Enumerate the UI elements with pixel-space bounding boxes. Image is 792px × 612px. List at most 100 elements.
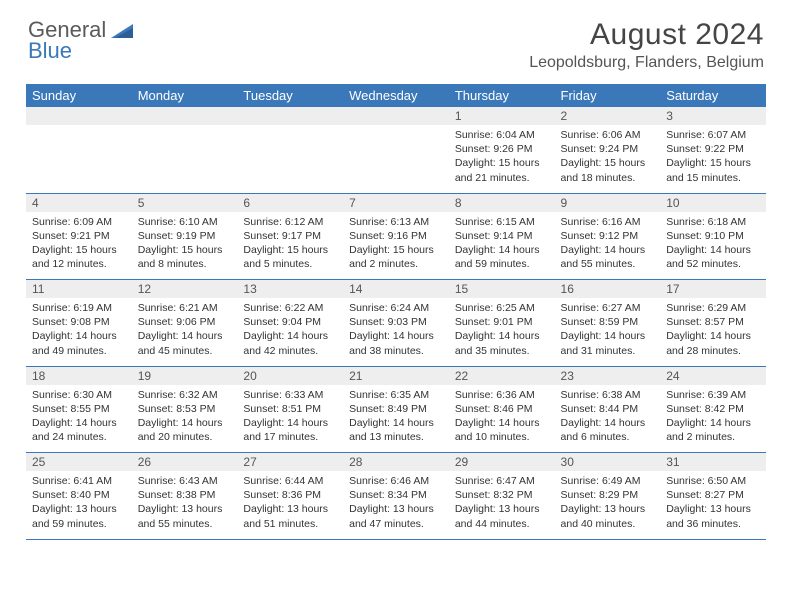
daylight-line: Daylight: 13 hours and 51 minutes. [243, 502, 337, 530]
sunset-line: Sunset: 8:32 PM [455, 488, 549, 502]
sunrise-line: Sunrise: 6:35 AM [349, 388, 443, 402]
sunrise-line: Sunrise: 6:04 AM [455, 128, 549, 142]
day-number-row: 25262728293031 [26, 453, 766, 472]
day-number-cell: 9 [555, 193, 661, 212]
day-detail-cell: Sunrise: 6:19 AMSunset: 9:08 PMDaylight:… [26, 298, 132, 366]
sunset-line: Sunset: 9:17 PM [243, 229, 337, 243]
sunset-line: Sunset: 9:08 PM [32, 315, 126, 329]
sunset-line: Sunset: 9:03 PM [349, 315, 443, 329]
sunset-line: Sunset: 8:49 PM [349, 402, 443, 416]
weekday-header: Thursday [449, 84, 555, 107]
sunset-line: Sunset: 9:24 PM [561, 142, 655, 156]
weekday-header: Monday [132, 84, 238, 107]
day-number-cell: 19 [132, 366, 238, 385]
sunrise-line: Sunrise: 6:38 AM [561, 388, 655, 402]
day-number-cell: 5 [132, 193, 238, 212]
sunrise-line: Sunrise: 6:44 AM [243, 474, 337, 488]
day-detail-cell: Sunrise: 6:32 AMSunset: 8:53 PMDaylight:… [132, 385, 238, 453]
day-detail-cell: Sunrise: 6:22 AMSunset: 9:04 PMDaylight:… [237, 298, 343, 366]
daylight-line: Daylight: 13 hours and 40 minutes. [561, 502, 655, 530]
daylight-line: Daylight: 14 hours and 45 minutes. [138, 329, 232, 357]
day-detail-cell: Sunrise: 6:18 AMSunset: 9:10 PMDaylight:… [660, 212, 766, 280]
day-number-row: 45678910 [26, 193, 766, 212]
day-detail-row: Sunrise: 6:30 AMSunset: 8:55 PMDaylight:… [26, 385, 766, 453]
daylight-line: Daylight: 14 hours and 28 minutes. [666, 329, 760, 357]
day-number-cell: 7 [343, 193, 449, 212]
brand-logo: General Blue [28, 18, 137, 62]
daylight-line: Daylight: 15 hours and 15 minutes. [666, 156, 760, 184]
day-number-cell: 12 [132, 280, 238, 299]
daylight-line: Daylight: 15 hours and 21 minutes. [455, 156, 549, 184]
day-number-cell: 24 [660, 366, 766, 385]
calendar-table: SundayMondayTuesdayWednesdayThursdayFrid… [26, 84, 766, 540]
day-detail-cell: Sunrise: 6:49 AMSunset: 8:29 PMDaylight:… [555, 471, 661, 539]
day-detail-cell: Sunrise: 6:10 AMSunset: 9:19 PMDaylight:… [132, 212, 238, 280]
day-number-cell [237, 107, 343, 125]
daylight-line: Daylight: 13 hours and 36 minutes. [666, 502, 760, 530]
day-number-cell [343, 107, 449, 125]
sunrise-line: Sunrise: 6:32 AM [138, 388, 232, 402]
sunset-line: Sunset: 8:55 PM [32, 402, 126, 416]
daylight-line: Daylight: 14 hours and 49 minutes. [32, 329, 126, 357]
day-detail-cell: Sunrise: 6:41 AMSunset: 8:40 PMDaylight:… [26, 471, 132, 539]
daylight-line: Daylight: 14 hours and 13 minutes. [349, 416, 443, 444]
daylight-line: Daylight: 14 hours and 24 minutes. [32, 416, 126, 444]
sunset-line: Sunset: 8:42 PM [666, 402, 760, 416]
sunrise-line: Sunrise: 6:18 AM [666, 215, 760, 229]
daylight-line: Daylight: 14 hours and 59 minutes. [455, 243, 549, 271]
daylight-line: Daylight: 15 hours and 12 minutes. [32, 243, 126, 271]
daylight-line: Daylight: 14 hours and 31 minutes. [561, 329, 655, 357]
day-detail-cell: Sunrise: 6:12 AMSunset: 9:17 PMDaylight:… [237, 212, 343, 280]
sunrise-line: Sunrise: 6:41 AM [32, 474, 126, 488]
daylight-line: Daylight: 14 hours and 17 minutes. [243, 416, 337, 444]
day-detail-cell: Sunrise: 6:27 AMSunset: 8:59 PMDaylight:… [555, 298, 661, 366]
weekday-header: Friday [555, 84, 661, 107]
day-number-cell: 27 [237, 453, 343, 472]
sunrise-line: Sunrise: 6:21 AM [138, 301, 232, 315]
weekday-header: Tuesday [237, 84, 343, 107]
sunrise-line: Sunrise: 6:13 AM [349, 215, 443, 229]
day-detail-cell: Sunrise: 6:13 AMSunset: 9:16 PMDaylight:… [343, 212, 449, 280]
sunrise-line: Sunrise: 6:33 AM [243, 388, 337, 402]
daylight-line: Daylight: 14 hours and 35 minutes. [455, 329, 549, 357]
day-detail-row: Sunrise: 6:04 AMSunset: 9:26 PMDaylight:… [26, 125, 766, 193]
day-number-cell: 23 [555, 366, 661, 385]
day-detail-cell: Sunrise: 6:29 AMSunset: 8:57 PMDaylight:… [660, 298, 766, 366]
sunrise-line: Sunrise: 6:09 AM [32, 215, 126, 229]
sunset-line: Sunset: 8:29 PM [561, 488, 655, 502]
sunrise-line: Sunrise: 6:19 AM [32, 301, 126, 315]
day-detail-cell: Sunrise: 6:16 AMSunset: 9:12 PMDaylight:… [555, 212, 661, 280]
day-number-cell: 10 [660, 193, 766, 212]
sunrise-line: Sunrise: 6:30 AM [32, 388, 126, 402]
sunrise-line: Sunrise: 6:15 AM [455, 215, 549, 229]
sunset-line: Sunset: 9:12 PM [561, 229, 655, 243]
day-detail-row: Sunrise: 6:09 AMSunset: 9:21 PMDaylight:… [26, 212, 766, 280]
sunset-line: Sunset: 9:22 PM [666, 142, 760, 156]
sunrise-line: Sunrise: 6:29 AM [666, 301, 760, 315]
day-number-cell: 25 [26, 453, 132, 472]
sunrise-line: Sunrise: 6:50 AM [666, 474, 760, 488]
day-number-cell: 20 [237, 366, 343, 385]
page-title: August 2024 [529, 18, 764, 52]
day-detail-cell: Sunrise: 6:09 AMSunset: 9:21 PMDaylight:… [26, 212, 132, 280]
day-number-cell: 3 [660, 107, 766, 125]
sunset-line: Sunset: 9:06 PM [138, 315, 232, 329]
day-detail-cell: Sunrise: 6:47 AMSunset: 8:32 PMDaylight:… [449, 471, 555, 539]
sunrise-line: Sunrise: 6:47 AM [455, 474, 549, 488]
daylight-line: Daylight: 14 hours and 2 minutes. [666, 416, 760, 444]
daylight-line: Daylight: 15 hours and 18 minutes. [561, 156, 655, 184]
brand-triangle-icon [111, 22, 137, 42]
sunset-line: Sunset: 8:40 PM [32, 488, 126, 502]
day-detail-cell [237, 125, 343, 193]
day-number-cell: 15 [449, 280, 555, 299]
sunset-line: Sunset: 8:44 PM [561, 402, 655, 416]
sunset-line: Sunset: 8:51 PM [243, 402, 337, 416]
day-number-cell: 11 [26, 280, 132, 299]
day-detail-cell [132, 125, 238, 193]
day-number-cell: 29 [449, 453, 555, 472]
day-number-cell: 1 [449, 107, 555, 125]
sunset-line: Sunset: 8:53 PM [138, 402, 232, 416]
day-detail-cell: Sunrise: 6:36 AMSunset: 8:46 PMDaylight:… [449, 385, 555, 453]
day-detail-cell: Sunrise: 6:30 AMSunset: 8:55 PMDaylight:… [26, 385, 132, 453]
day-detail-cell: Sunrise: 6:04 AMSunset: 9:26 PMDaylight:… [449, 125, 555, 193]
